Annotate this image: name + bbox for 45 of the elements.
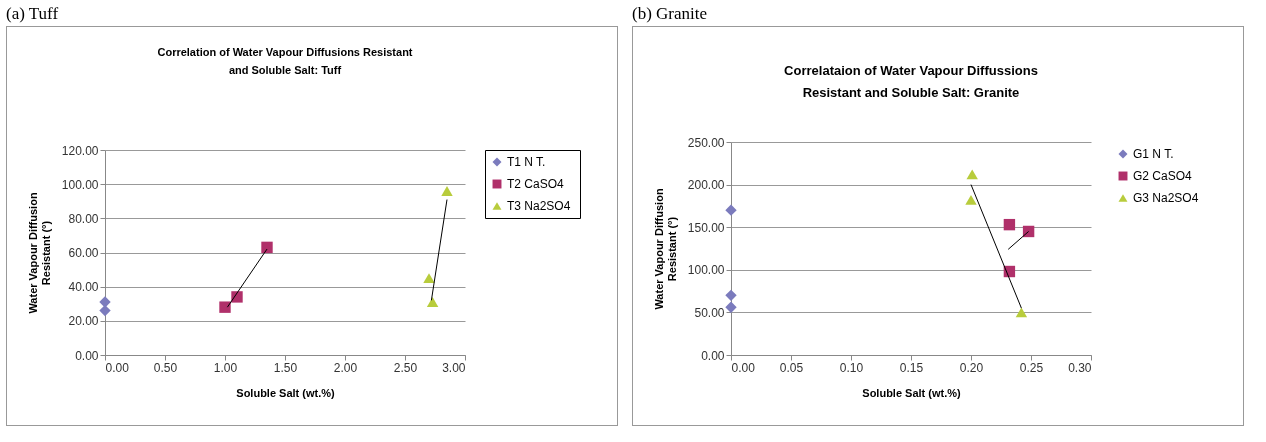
y-tick-label: 250.00	[687, 135, 725, 150]
x-axis-title: Soluble Salt (wt.%)	[236, 386, 336, 399]
y-tick-label: 150.00	[687, 220, 725, 235]
text: (b) Granite	[632, 3, 709, 25]
text: Water Vapour Diffusion	[26, 192, 39, 314]
y-tick-label: 100.00	[687, 263, 725, 278]
legend-label: T3 Na2SO4	[507, 199, 571, 213]
y-tick-label: 40.00	[68, 280, 99, 295]
y-tick-label: 100.00	[61, 177, 99, 192]
x-axis-title: Soluble Salt (wt.%)	[862, 386, 962, 399]
text: Water Vapour Diffusion	[652, 188, 665, 310]
x-tick-label: 2.50	[393, 360, 418, 375]
x-tick-label: 0.10	[839, 360, 864, 375]
text: Resistant and Soluble Salt: Granite	[802, 85, 1020, 100]
x-tick-label: 1.50	[273, 360, 298, 375]
y-tick-label: 200.00	[687, 178, 725, 193]
legend-label: T2 CaSO4	[507, 177, 565, 191]
text: (a) Tuff	[6, 3, 60, 25]
text: Correlation of Water Vapour Diffusions Resistant	[157, 46, 413, 58]
y-tick-label: 50.00	[694, 305, 725, 320]
legend-label: G2 CaSO4	[1133, 169, 1193, 183]
legend-label: G3 Na2SO4	[1133, 191, 1199, 205]
y-tick-label: 0.00	[701, 348, 725, 363]
x-tick-label: 0.15	[899, 360, 924, 375]
x-tick-label: 0.00	[105, 360, 130, 375]
x-tick-label: 0.20	[959, 360, 984, 375]
y-tick-label: 0.00	[75, 348, 99, 363]
x-tick-label: 0.25	[1019, 360, 1044, 375]
x-tick-label: 0.50	[153, 360, 178, 375]
legend-label: G1 N T.	[1133, 147, 1174, 161]
text: Resistant (°)	[665, 216, 678, 282]
text: and Soluble Salt: Tuff	[228, 64, 342, 76]
x-tick-label: 0.00	[731, 360, 756, 375]
x-tick-label: 2.00	[333, 360, 358, 375]
x-tick-label: 0.30	[1068, 360, 1092, 375]
y-tick-label: 20.00	[68, 314, 99, 329]
x-tick-label: 1.00	[213, 360, 238, 375]
legend-label: T1 N T.	[507, 155, 546, 169]
y-tick-label: 60.00	[68, 246, 99, 260]
y-tick-label: 120.00	[61, 143, 99, 158]
x-tick-label: 3.00	[442, 360, 466, 375]
x-tick-label: 0.05	[779, 360, 804, 375]
text: Correlataion of Water Vapour Diffussions	[784, 63, 1038, 78]
y-tick-label: 80.00	[68, 211, 99, 226]
text: Resistant (°)	[39, 220, 52, 286]
